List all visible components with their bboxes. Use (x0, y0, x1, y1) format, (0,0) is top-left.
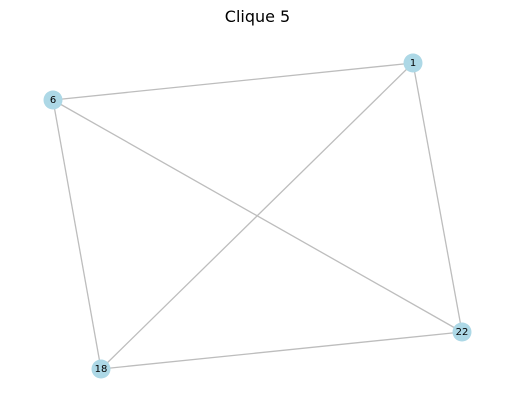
edge-1-22 (412, 62, 463, 333)
diagram-title: Clique 5 (224, 7, 291, 26)
node-6: 6 (43, 90, 63, 110)
node-18: 18 (91, 359, 111, 379)
node-label-1: 1 (410, 58, 416, 69)
node-layer: 1 6 18 22 (43, 53, 472, 379)
edge-6-18 (52, 99, 102, 370)
edge-18-22 (100, 331, 463, 370)
edge-1-6 (52, 62, 414, 101)
node-label-22: 22 (456, 327, 469, 338)
node-label-18: 18 (95, 364, 108, 375)
node-1: 1 (403, 53, 423, 73)
node-circle-1 (403, 53, 423, 73)
node-circle-6 (43, 90, 63, 110)
edge-6-22 (52, 99, 463, 333)
node-22: 22 (452, 322, 472, 342)
node-label-6: 6 (50, 95, 56, 106)
node-circle-18 (91, 359, 111, 379)
edge-layer (52, 62, 463, 370)
node-circle-22 (452, 322, 472, 342)
